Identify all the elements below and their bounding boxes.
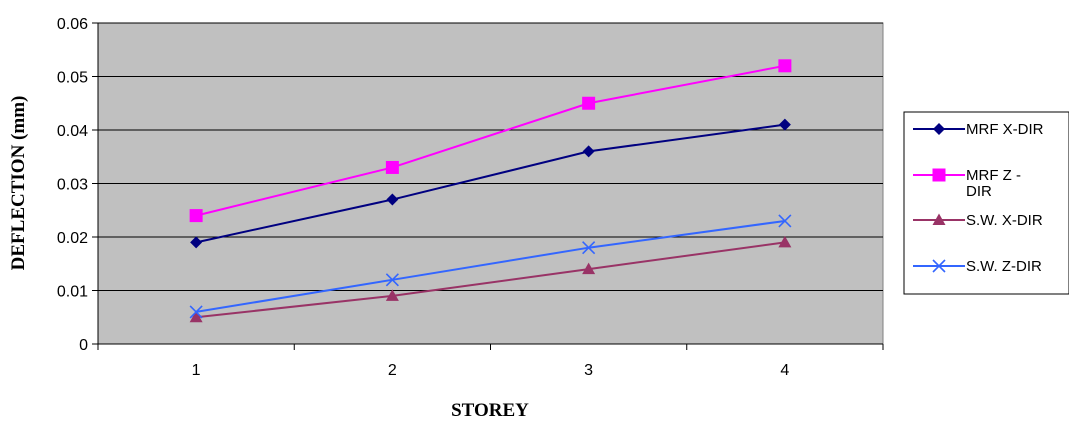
data-point-mrf-z-dir xyxy=(385,160,399,174)
series-layer xyxy=(189,59,792,323)
data-point-s-w-x-dir xyxy=(385,289,399,301)
legend-box xyxy=(903,111,1069,295)
data-point-mrf-x-dir xyxy=(582,145,595,158)
gridlines xyxy=(98,22,883,291)
y-tick-label: 0 xyxy=(79,337,88,354)
data-point-s-w-x-dir xyxy=(778,235,792,248)
series-line-s-w-x-dir xyxy=(196,241,786,319)
legend-swatch-marker xyxy=(932,213,946,225)
data-point-mrf-x-dir xyxy=(778,118,791,131)
data-point-mrf-z-dir xyxy=(189,209,203,223)
legend-label: DIR xyxy=(966,183,992,200)
axes: 0 0.01 0.02 0.03 0.04 0.05 0.06 1 2 3 4 xyxy=(57,16,884,379)
legend-item-s-w-x-dir: S.W. X-DIR xyxy=(913,212,1043,229)
y-tick-label: 0.06 xyxy=(57,16,88,33)
legend-label: MRF X-DIR xyxy=(966,121,1044,138)
y-tick-label: 0.01 xyxy=(57,284,88,301)
data-point-s-w-z-dir xyxy=(189,305,203,319)
legend-label: MRF Z - xyxy=(966,167,1021,184)
data-point-mrf-x-dir xyxy=(386,193,399,206)
y-axis-title: DEFLECTION (mm) xyxy=(8,96,29,271)
x-tick-label: 4 xyxy=(780,362,789,379)
x-tick-label: 1 xyxy=(192,362,201,379)
legend-swatch-marker xyxy=(932,168,946,182)
x-tick-label: 3 xyxy=(584,362,593,379)
x-tick-label: 2 xyxy=(388,362,397,379)
legend-label: S.W. X-DIR xyxy=(966,212,1043,229)
legend-swatch-marker xyxy=(933,123,945,135)
series-line-mrf-x-dir xyxy=(195,123,786,244)
data-point-s-w-z-dir xyxy=(778,214,792,228)
y-tick-label: 0.02 xyxy=(57,230,88,247)
legend-swatch-marker xyxy=(932,259,946,273)
y-tick-label: 0.04 xyxy=(57,123,88,140)
legend-item-s-w-z-dir: S.W. Z-DIR xyxy=(913,258,1042,275)
legend-item-mrf-x-dir: MRF X-DIR xyxy=(913,121,1044,138)
series-line-s-w-z-dir xyxy=(195,219,786,313)
data-point-s-w-x-dir xyxy=(189,310,203,323)
data-point-s-w-z-dir xyxy=(582,241,596,255)
y-tick-label: 0.05 xyxy=(57,70,88,87)
y-tick-label: 0.03 xyxy=(57,177,88,194)
legend: MRF X-DIR MRF Z -DIR S.W. X-DIR S.W. Z-DIR xyxy=(903,111,1069,295)
series-line-mrf-z-dir xyxy=(195,64,786,217)
legend-item-mrf-z-dir: MRF Z -DIR xyxy=(913,167,1021,200)
data-point-mrf-x-dir xyxy=(190,236,203,249)
legend-label: S.W. Z-DIR xyxy=(966,258,1042,275)
x-axis-title: STOREY xyxy=(451,400,529,421)
data-point-s-w-z-dir xyxy=(385,273,399,287)
data-point-mrf-z-dir xyxy=(582,96,596,110)
data-point-s-w-x-dir xyxy=(582,262,596,275)
data-point-mrf-z-dir xyxy=(778,59,792,73)
